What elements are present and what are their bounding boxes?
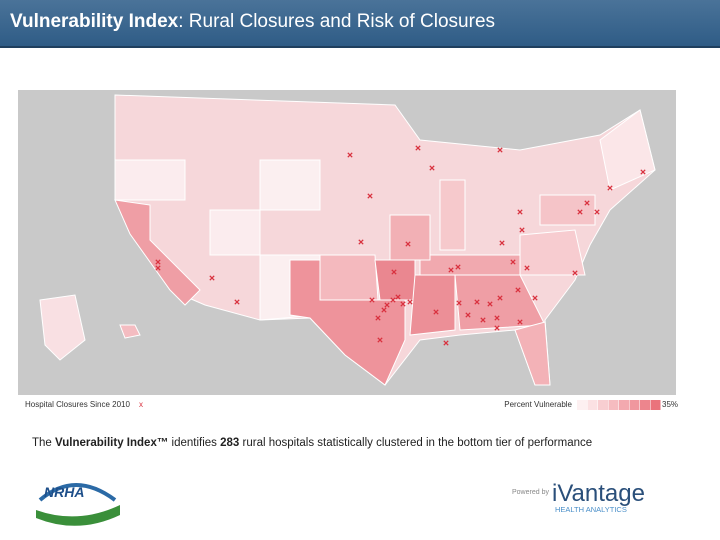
caption-text: The (32, 437, 56, 449)
closure-marker (405, 241, 411, 247)
caption-text: rural hospitals statistically clustered … (239, 437, 593, 449)
nrha-logo: NRHA (36, 483, 120, 526)
closure-marker (209, 275, 215, 281)
title-bold: Vulnerability Index (10, 11, 179, 32)
ramp-swatch (587, 400, 598, 410)
closure-marker (532, 295, 538, 301)
logo-field (36, 505, 120, 526)
closure-marker (448, 267, 454, 273)
closure-marker (384, 302, 390, 308)
state (519, 229, 586, 276)
state (114, 199, 201, 306)
hawaii (119, 324, 141, 339)
closure-marker (155, 259, 161, 265)
state (319, 254, 379, 301)
ramp-swatch (577, 400, 587, 410)
closure-marker (358, 239, 364, 245)
closure-marker (234, 299, 240, 305)
closure-markers (155, 145, 646, 346)
caption: The Vulnerability Index™ identifies 283 … (32, 437, 592, 449)
caption-bold: Vulnerability Index™ (55, 437, 169, 449)
closure-marker (497, 295, 503, 301)
closure-marker (519, 227, 525, 233)
state (374, 259, 416, 301)
powered-by: Powered by (512, 489, 549, 496)
state (389, 214, 431, 261)
ramp-swatch (598, 400, 608, 410)
state (439, 179, 466, 251)
closure-marker (494, 315, 500, 321)
closure-marker (515, 287, 521, 293)
closure-marker (347, 152, 353, 158)
ramp-swatch (650, 400, 661, 410)
ramp-swatch (619, 400, 629, 410)
state (539, 194, 596, 226)
closure-marker (607, 185, 613, 191)
closure-marker (517, 209, 523, 215)
closure-marker (487, 301, 493, 307)
closure-marker (474, 299, 480, 305)
ramp-swatch (629, 400, 640, 410)
closure-marker (367, 193, 373, 199)
closure-marker (377, 337, 383, 343)
closure-marker (584, 200, 590, 206)
closure-marker (443, 340, 449, 346)
closure-marker (369, 297, 375, 303)
logo-arc (38, 483, 117, 502)
title-bar: Vulnerability Index: Rural Closures and … (0, 0, 720, 48)
closure-marker (494, 325, 500, 331)
states (114, 109, 656, 386)
state (114, 159, 186, 201)
percent-label: Percent Vulnerable (504, 400, 572, 409)
alaska (39, 294, 86, 361)
closure-marker (524, 265, 530, 271)
closure-marker (381, 307, 387, 313)
closure-marker (391, 269, 397, 275)
title-rest: : Rural Closures and Risk of Closures (178, 11, 496, 32)
title: Vulnerability Index: Rural Closures and … (10, 11, 495, 33)
state (409, 274, 456, 336)
ramp-swatch (640, 400, 650, 410)
percent-max: 35% (662, 400, 678, 409)
caption-bold: 283 (220, 437, 240, 449)
caption-text: identifies (168, 437, 221, 449)
closure-marker (640, 169, 646, 175)
ramp-swatch (608, 400, 619, 410)
health-analytics: HEALTH ANALYTICS (555, 505, 627, 514)
closure-marker (433, 309, 439, 315)
closure-marker (375, 315, 381, 321)
color-ramp (577, 400, 661, 410)
closure-marker (429, 165, 435, 171)
closure-marker (155, 265, 161, 271)
closure-marker (407, 299, 413, 305)
state (419, 254, 521, 276)
closure-marker (415, 145, 421, 151)
closure-marker (480, 317, 486, 323)
closure-marker (572, 270, 578, 276)
closure-marker (497, 147, 503, 153)
state (259, 159, 321, 211)
closure-marker (465, 312, 471, 318)
state (209, 209, 261, 256)
closure-marker (510, 259, 516, 265)
closures-label: Hospital Closures Since 2010 (25, 400, 130, 409)
closure-legend-marker: x (139, 400, 143, 409)
closure-marker (390, 297, 396, 303)
ivantage: iVantage (552, 480, 645, 507)
closure-marker (594, 209, 600, 215)
closure-marker (395, 294, 401, 300)
nrha-text: NRHA (44, 484, 84, 500)
state (514, 321, 551, 386)
closure-marker (400, 301, 406, 307)
closure-marker (577, 209, 583, 215)
closure-marker (455, 264, 461, 270)
closure-marker (517, 319, 523, 325)
closure-marker (456, 300, 462, 306)
closure-marker (499, 240, 505, 246)
